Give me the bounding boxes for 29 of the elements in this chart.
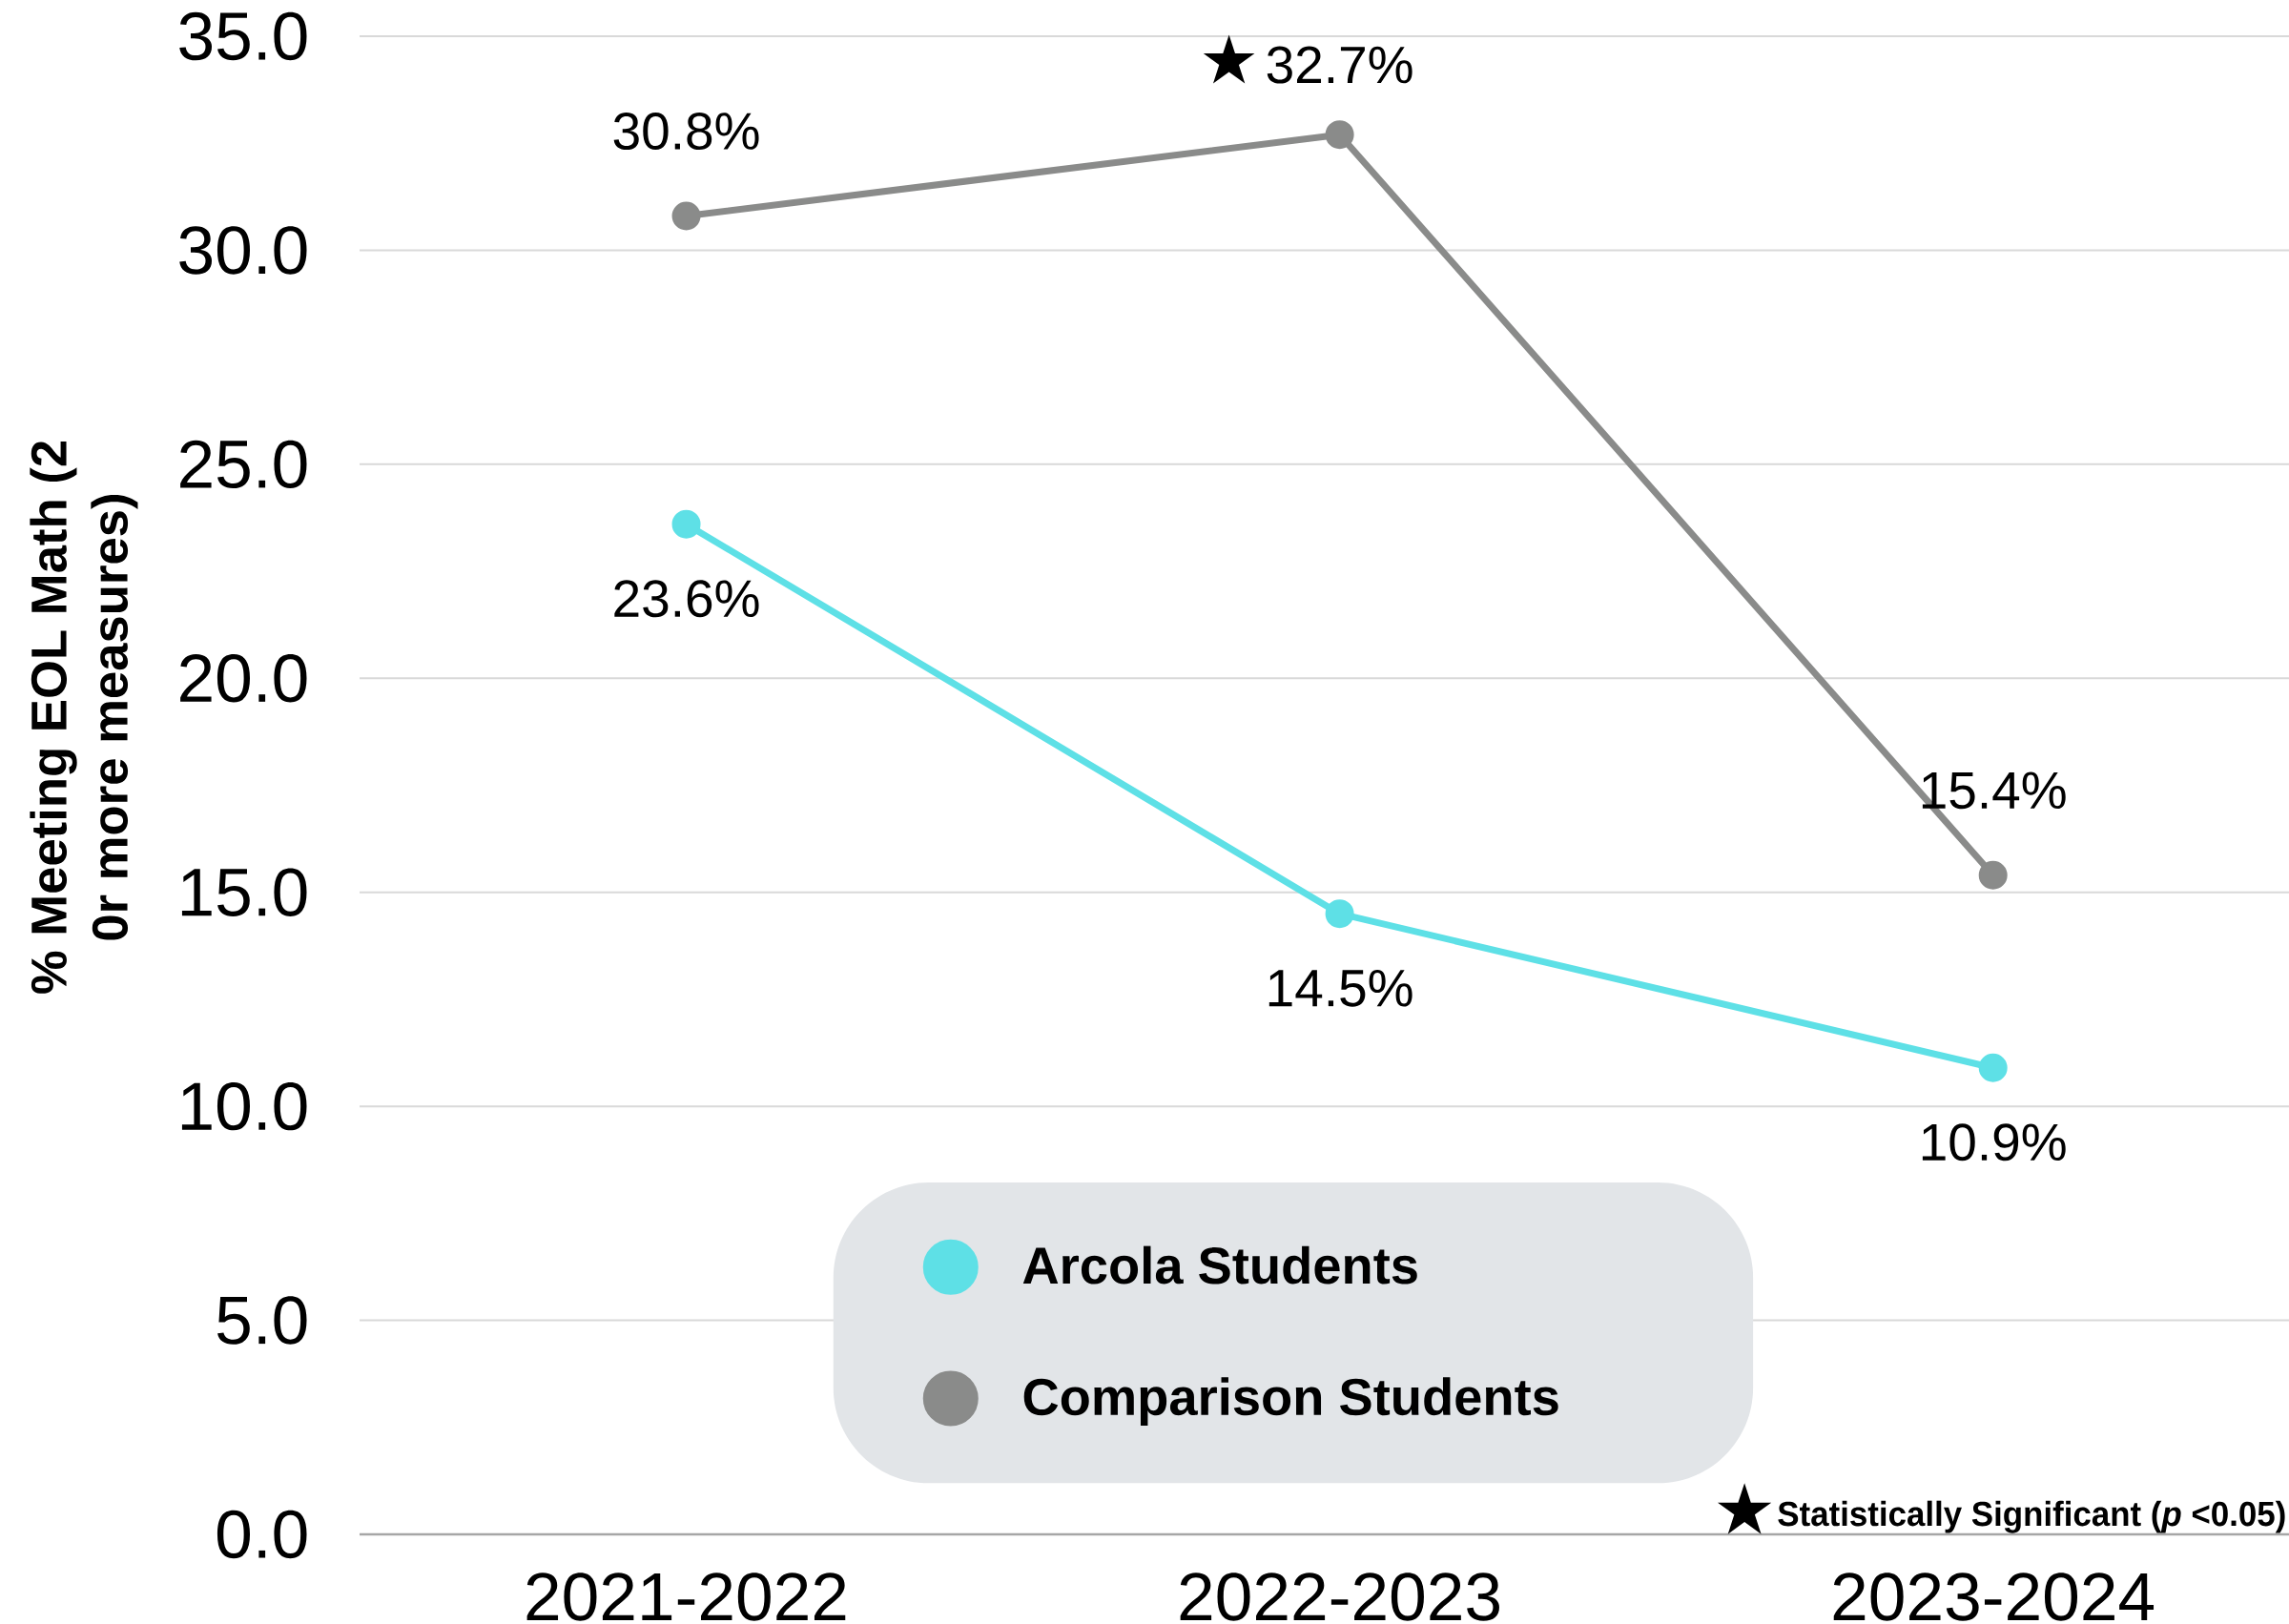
y-tick-label: 25.0 [180,440,307,489]
y-tick-label: 20.0 [180,654,307,703]
point [671,509,701,539]
data-label: 30.8% [613,113,759,151]
legend-label: Arcola Students [1022,1245,1417,1285]
y-tick-label: 35.0 [179,11,307,61]
point [1978,860,2008,890]
y-tick-label: 15.0 [181,868,307,916]
data-label: 23.6% [614,580,759,618]
point [1325,120,1354,150]
y-tick-label: 10.0 [181,1081,307,1131]
x-tick-label: 2021-2022 [526,1573,846,1621]
x-tick-label: 2022-2023 [1180,1573,1499,1621]
annotation: ★ [1203,34,1255,84]
annotation: Statistically Significant (p <0.05) [1778,1500,2285,1533]
point [671,201,701,231]
data-label: 15.4% [1922,771,2066,810]
x-tick-label: 2023-2024 [1833,1573,2155,1621]
y-axis-title: % Meeting EOL Math (2 0r more measures) [30,441,138,994]
y-tick-label: 30.0 [179,226,307,275]
y-tick-label: 5.0 [217,1296,307,1345]
annotation: ★ [1717,1483,1772,1534]
legend-label: Comparison Students [1023,1377,1558,1426]
data-label: 14.5% [1268,969,1413,1007]
data-label: 10.9% [1922,1123,2066,1161]
y-tick-label: 0.0 [217,1510,307,1559]
point [1978,1053,2008,1082]
point [1325,899,1354,929]
data-label: 32.7% [1267,46,1413,84]
